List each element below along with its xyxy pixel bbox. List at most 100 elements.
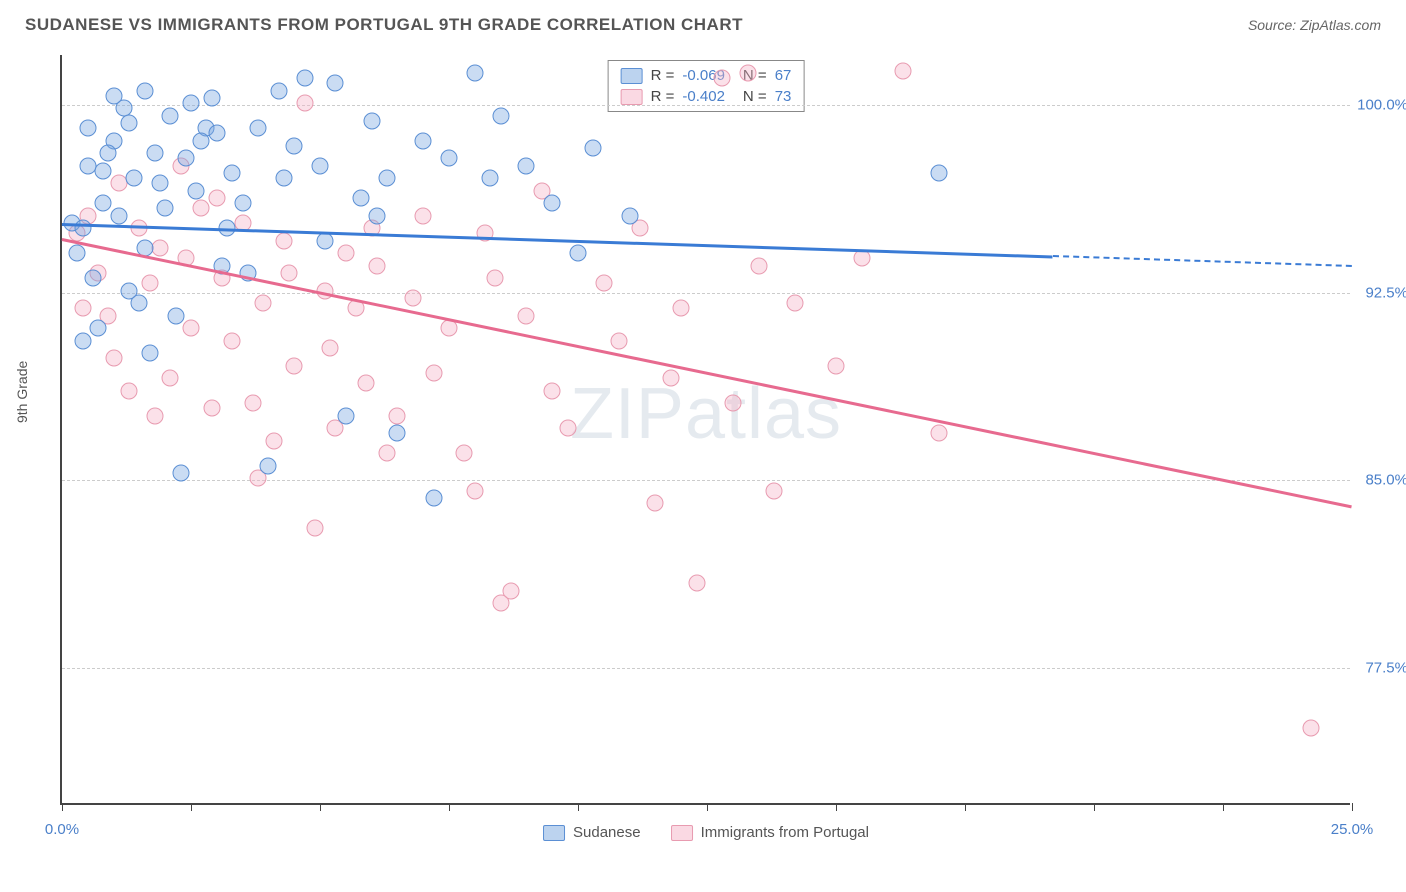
scatter-point [895, 62, 912, 79]
scatter-point [141, 275, 158, 292]
scatter-point [595, 275, 612, 292]
x-tick [320, 803, 321, 811]
legend-series: Sudanese Immigrants from Portugal [543, 824, 869, 841]
scatter-point [286, 137, 303, 154]
scatter-point [544, 195, 561, 212]
scatter-point [84, 270, 101, 287]
scatter-point [724, 395, 741, 412]
y-axis-label: 9th Grade [14, 361, 30, 423]
scatter-point [167, 307, 184, 324]
scatter-point [415, 207, 432, 224]
scatter-point [441, 150, 458, 167]
scatter-point [786, 295, 803, 312]
x-tick [191, 803, 192, 811]
scatter-point [714, 70, 731, 87]
scatter-point [79, 120, 96, 137]
x-tick [1223, 803, 1224, 811]
y-tick-label: 100.0% [1357, 97, 1406, 114]
scatter-point [136, 82, 153, 99]
scatter-point [172, 465, 189, 482]
legend-series-item: Immigrants from Portugal [671, 824, 869, 841]
scatter-point [456, 445, 473, 462]
gridline [62, 668, 1350, 669]
scatter-point [121, 282, 138, 299]
scatter-point [662, 370, 679, 387]
scatter-point [688, 575, 705, 592]
scatter-point [931, 425, 948, 442]
scatter-point [502, 582, 519, 599]
scatter-point [404, 290, 421, 307]
scatter-point [389, 407, 406, 424]
scatter-point [327, 75, 344, 92]
scatter-point [368, 257, 385, 274]
scatter-point [110, 207, 127, 224]
scatter-point [255, 295, 272, 312]
scatter-point [95, 162, 112, 179]
y-tick-label: 77.5% [1365, 659, 1406, 676]
scatter-point [234, 195, 251, 212]
scatter-point [559, 420, 576, 437]
scatter-point [146, 145, 163, 162]
scatter-point [224, 165, 241, 182]
scatter-point [126, 170, 143, 187]
x-tick [62, 803, 63, 811]
scatter-point [322, 340, 339, 357]
scatter-point [317, 232, 334, 249]
scatter-point [162, 370, 179, 387]
scatter-point [260, 457, 277, 474]
x-tick [836, 803, 837, 811]
scatter-point [415, 132, 432, 149]
scatter-point [740, 65, 757, 82]
scatter-point [265, 432, 282, 449]
scatter-point [286, 357, 303, 374]
trendline [62, 238, 1353, 508]
legend-stat-row: R =-0.069N =67 [621, 65, 792, 86]
scatter-point [74, 300, 91, 317]
scatter-point [275, 232, 292, 249]
scatter-point [203, 400, 220, 417]
scatter-point [69, 245, 86, 262]
y-tick-label: 85.0% [1365, 472, 1406, 489]
scatter-point [146, 407, 163, 424]
trendline [62, 223, 1053, 258]
scatter-point [157, 200, 174, 217]
scatter-point [853, 250, 870, 267]
scatter-point [673, 300, 690, 317]
scatter-point [296, 70, 313, 87]
scatter-point [110, 175, 127, 192]
scatter-point [224, 332, 241, 349]
chart-source: Source: ZipAtlas.com [1248, 17, 1381, 33]
scatter-point [379, 445, 396, 462]
plot-region: ZIPatlas R =-0.069N =67R =-0.402N =73 Su… [60, 55, 1350, 805]
x-tick [449, 803, 450, 811]
scatter-point [466, 65, 483, 82]
scatter-point [74, 332, 91, 349]
scatter-point [188, 182, 205, 199]
scatter-point [389, 425, 406, 442]
x-tick-label: 0.0% [45, 821, 79, 838]
scatter-point [621, 207, 638, 224]
scatter-point [1302, 720, 1319, 737]
scatter-point [100, 145, 117, 162]
scatter-point [379, 170, 396, 187]
y-tick-label: 92.5% [1365, 284, 1406, 301]
scatter-point [750, 257, 767, 274]
scatter-point [766, 482, 783, 499]
scatter-point [183, 320, 200, 337]
scatter-point [270, 82, 287, 99]
trendline [1053, 255, 1352, 267]
scatter-point [492, 107, 509, 124]
scatter-point [121, 115, 138, 132]
scatter-point [487, 270, 504, 287]
scatter-point [281, 265, 298, 282]
chart-area: 9th Grade ZIPatlas R =-0.069N =67R =-0.4… [50, 50, 1400, 840]
legend-series-item: Sudanese [543, 824, 641, 841]
scatter-point [79, 157, 96, 174]
legend-swatch [621, 68, 643, 84]
gridline [62, 105, 1350, 106]
scatter-point [611, 332, 628, 349]
scatter-point [353, 190, 370, 207]
legend-swatch [543, 825, 565, 841]
x-tick [707, 803, 708, 811]
x-tick [965, 803, 966, 811]
